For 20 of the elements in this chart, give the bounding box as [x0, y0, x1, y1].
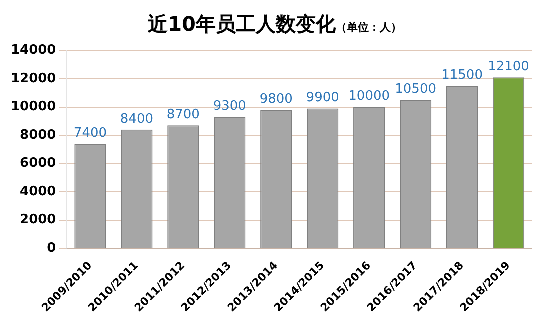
y-tick-label: 2000 — [20, 212, 56, 228]
data-label: 12100 — [488, 60, 530, 75]
data-label: 8700 — [166, 108, 200, 123]
data-label: 9300 — [213, 99, 246, 114]
data-label: 11500 — [442, 68, 483, 83]
data-label: 10500 — [395, 82, 436, 98]
y-tick-label: 4000 — [20, 184, 56, 200]
y-tick-label: 10000 — [10, 100, 56, 115]
chart-subtitle: （单位：人） — [336, 21, 402, 34]
y-tick-label: 12000 — [10, 71, 56, 86]
y-tick-label: 14000 — [10, 43, 56, 58]
data-label: 10000 — [348, 89, 390, 104]
data-label: 8400 — [120, 112, 154, 127]
data-label: 9800 — [260, 92, 293, 107]
data-label: 7400 — [74, 126, 108, 141]
y-tick-label: 6000 — [20, 156, 56, 172]
y-tick-label: 8000 — [20, 128, 56, 143]
data-label: 9900 — [306, 90, 340, 106]
chart-title: 近10年员工人数变化 — [148, 12, 336, 36]
y-tick-label: 0 — [47, 240, 56, 256]
